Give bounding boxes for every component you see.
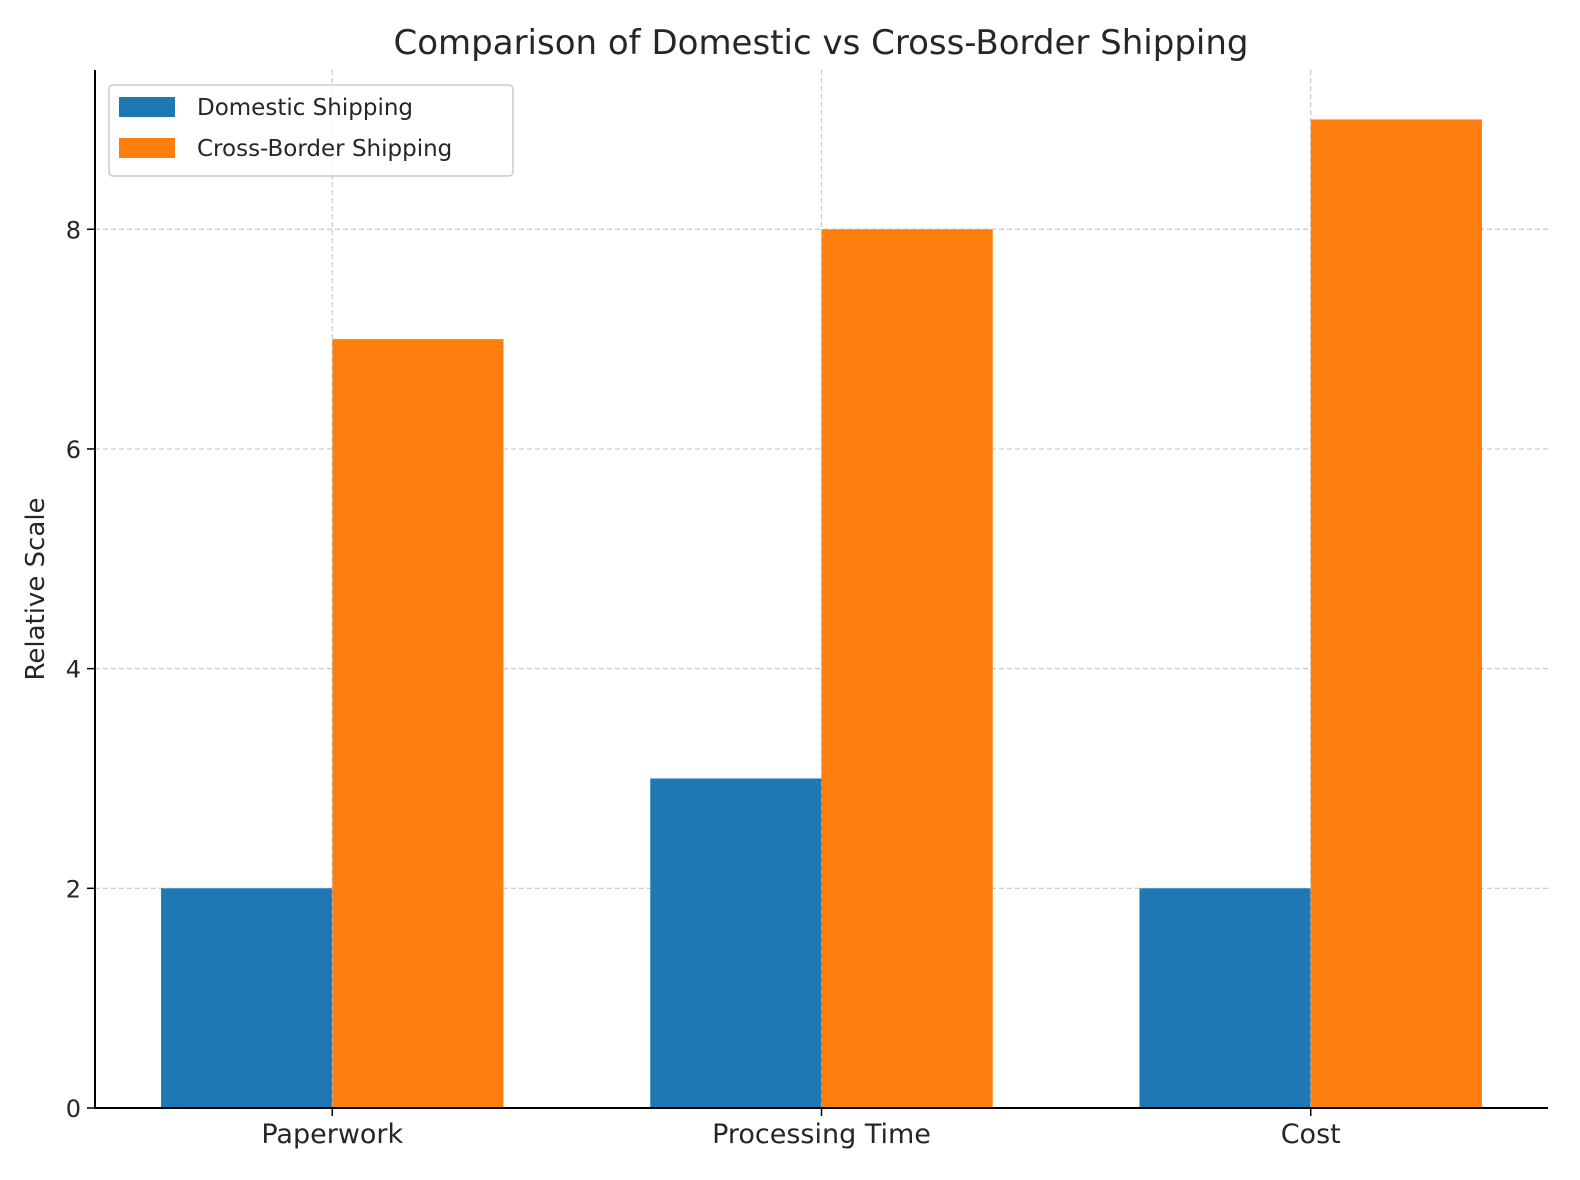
legend-label: Cross-Border Shipping xyxy=(197,136,452,162)
bar-cross-border-shipping-2 xyxy=(1310,119,1482,1108)
bar-cross-border-shipping-0 xyxy=(332,339,504,1109)
y-tick-label: 8 xyxy=(66,216,81,244)
y-tick-label: 6 xyxy=(66,436,81,464)
legend-swatch xyxy=(119,97,175,117)
bar-domestic-shipping-0 xyxy=(161,888,333,1108)
x-tick-label: Paperwork xyxy=(261,1119,403,1150)
x-tick-label: Cost xyxy=(1281,1119,1341,1150)
y-ticks: 0 2 4 6 8 xyxy=(66,216,95,1123)
y-tick-label: 0 xyxy=(66,1095,81,1123)
y-axis-label: Relative Scale xyxy=(21,497,51,680)
vertical-grid xyxy=(331,70,1312,1108)
bar-domestic-shipping-1 xyxy=(650,778,822,1108)
legend-swatch xyxy=(119,138,175,158)
y-tick-label: 4 xyxy=(66,656,81,684)
legend-label: Domestic Shipping xyxy=(197,95,413,121)
x-tick-label: Processing Time xyxy=(712,1119,931,1150)
legend: Domestic Shipping Cross-Border Shipping xyxy=(108,84,514,177)
bars xyxy=(161,119,1482,1109)
chart-title: Comparison of Domestic vs Cross-Border S… xyxy=(394,23,1249,63)
bar-domestic-shipping-2 xyxy=(1139,888,1311,1108)
y-tick-label: 2 xyxy=(66,875,81,903)
bar-cross-border-shipping-1 xyxy=(821,229,993,1108)
x-ticks: Paperwork Processing Time Cost xyxy=(261,1108,1341,1150)
